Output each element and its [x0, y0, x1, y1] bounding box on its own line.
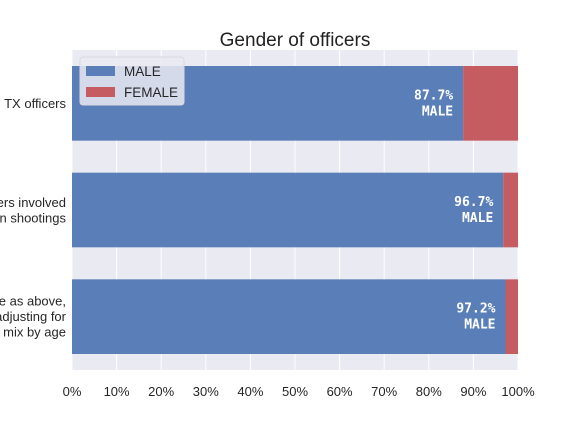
bar-female-2 — [505, 279, 518, 354]
bar-data-label: 87.7% — [414, 88, 453, 103]
x-tick-label: 10% — [104, 384, 130, 399]
bar-data-label: MALE — [422, 104, 453, 119]
legend-label-male: MALE — [124, 64, 161, 79]
bar-male-2 — [72, 279, 506, 354]
y-tick-label: Officers involved — [0, 195, 66, 210]
legend-label-female: FEMALE — [124, 85, 178, 100]
x-tick-label: 0% — [63, 384, 82, 399]
x-tick-label: 30% — [193, 384, 219, 399]
x-tick-label: 80% — [416, 384, 442, 399]
legend: MALE FEMALE — [79, 56, 185, 106]
legend-swatch-female — [86, 87, 115, 97]
bar-male-1 — [72, 172, 504, 248]
x-tick-label: 50% — [282, 384, 308, 399]
legend-swatch-male — [86, 66, 115, 76]
bar-data-label: 97.2% — [456, 302, 495, 317]
y-tick-label: Same as above, — [0, 294, 66, 309]
bar-data-label: 96.7% — [454, 195, 493, 210]
x-tick-label: 100% — [501, 384, 535, 399]
y-tick-label: TX officers — [4, 96, 66, 111]
x-tick-label: 90% — [460, 384, 486, 399]
x-tick-label: 60% — [327, 384, 353, 399]
y-tick-label: after adjusting for — [0, 309, 67, 324]
x-tick-label: 40% — [237, 384, 263, 399]
bar-female-1 — [503, 172, 518, 248]
y-tick-label: in shootings — [0, 210, 66, 225]
x-tick-label: 20% — [148, 384, 174, 399]
y-tick-label: mix by age — [3, 325, 66, 340]
x-tick-label: 70% — [371, 384, 397, 399]
bar-data-label: MALE — [462, 211, 493, 226]
bar-data-label: MALE — [464, 318, 495, 333]
x-tick-labels: 0% 10% 20% 30% 40% 50% 60% 70% 80% 90% 100% — [63, 384, 535, 399]
bar-female-0 — [463, 66, 518, 141]
chart-title: Gender of officers — [220, 30, 371, 51]
